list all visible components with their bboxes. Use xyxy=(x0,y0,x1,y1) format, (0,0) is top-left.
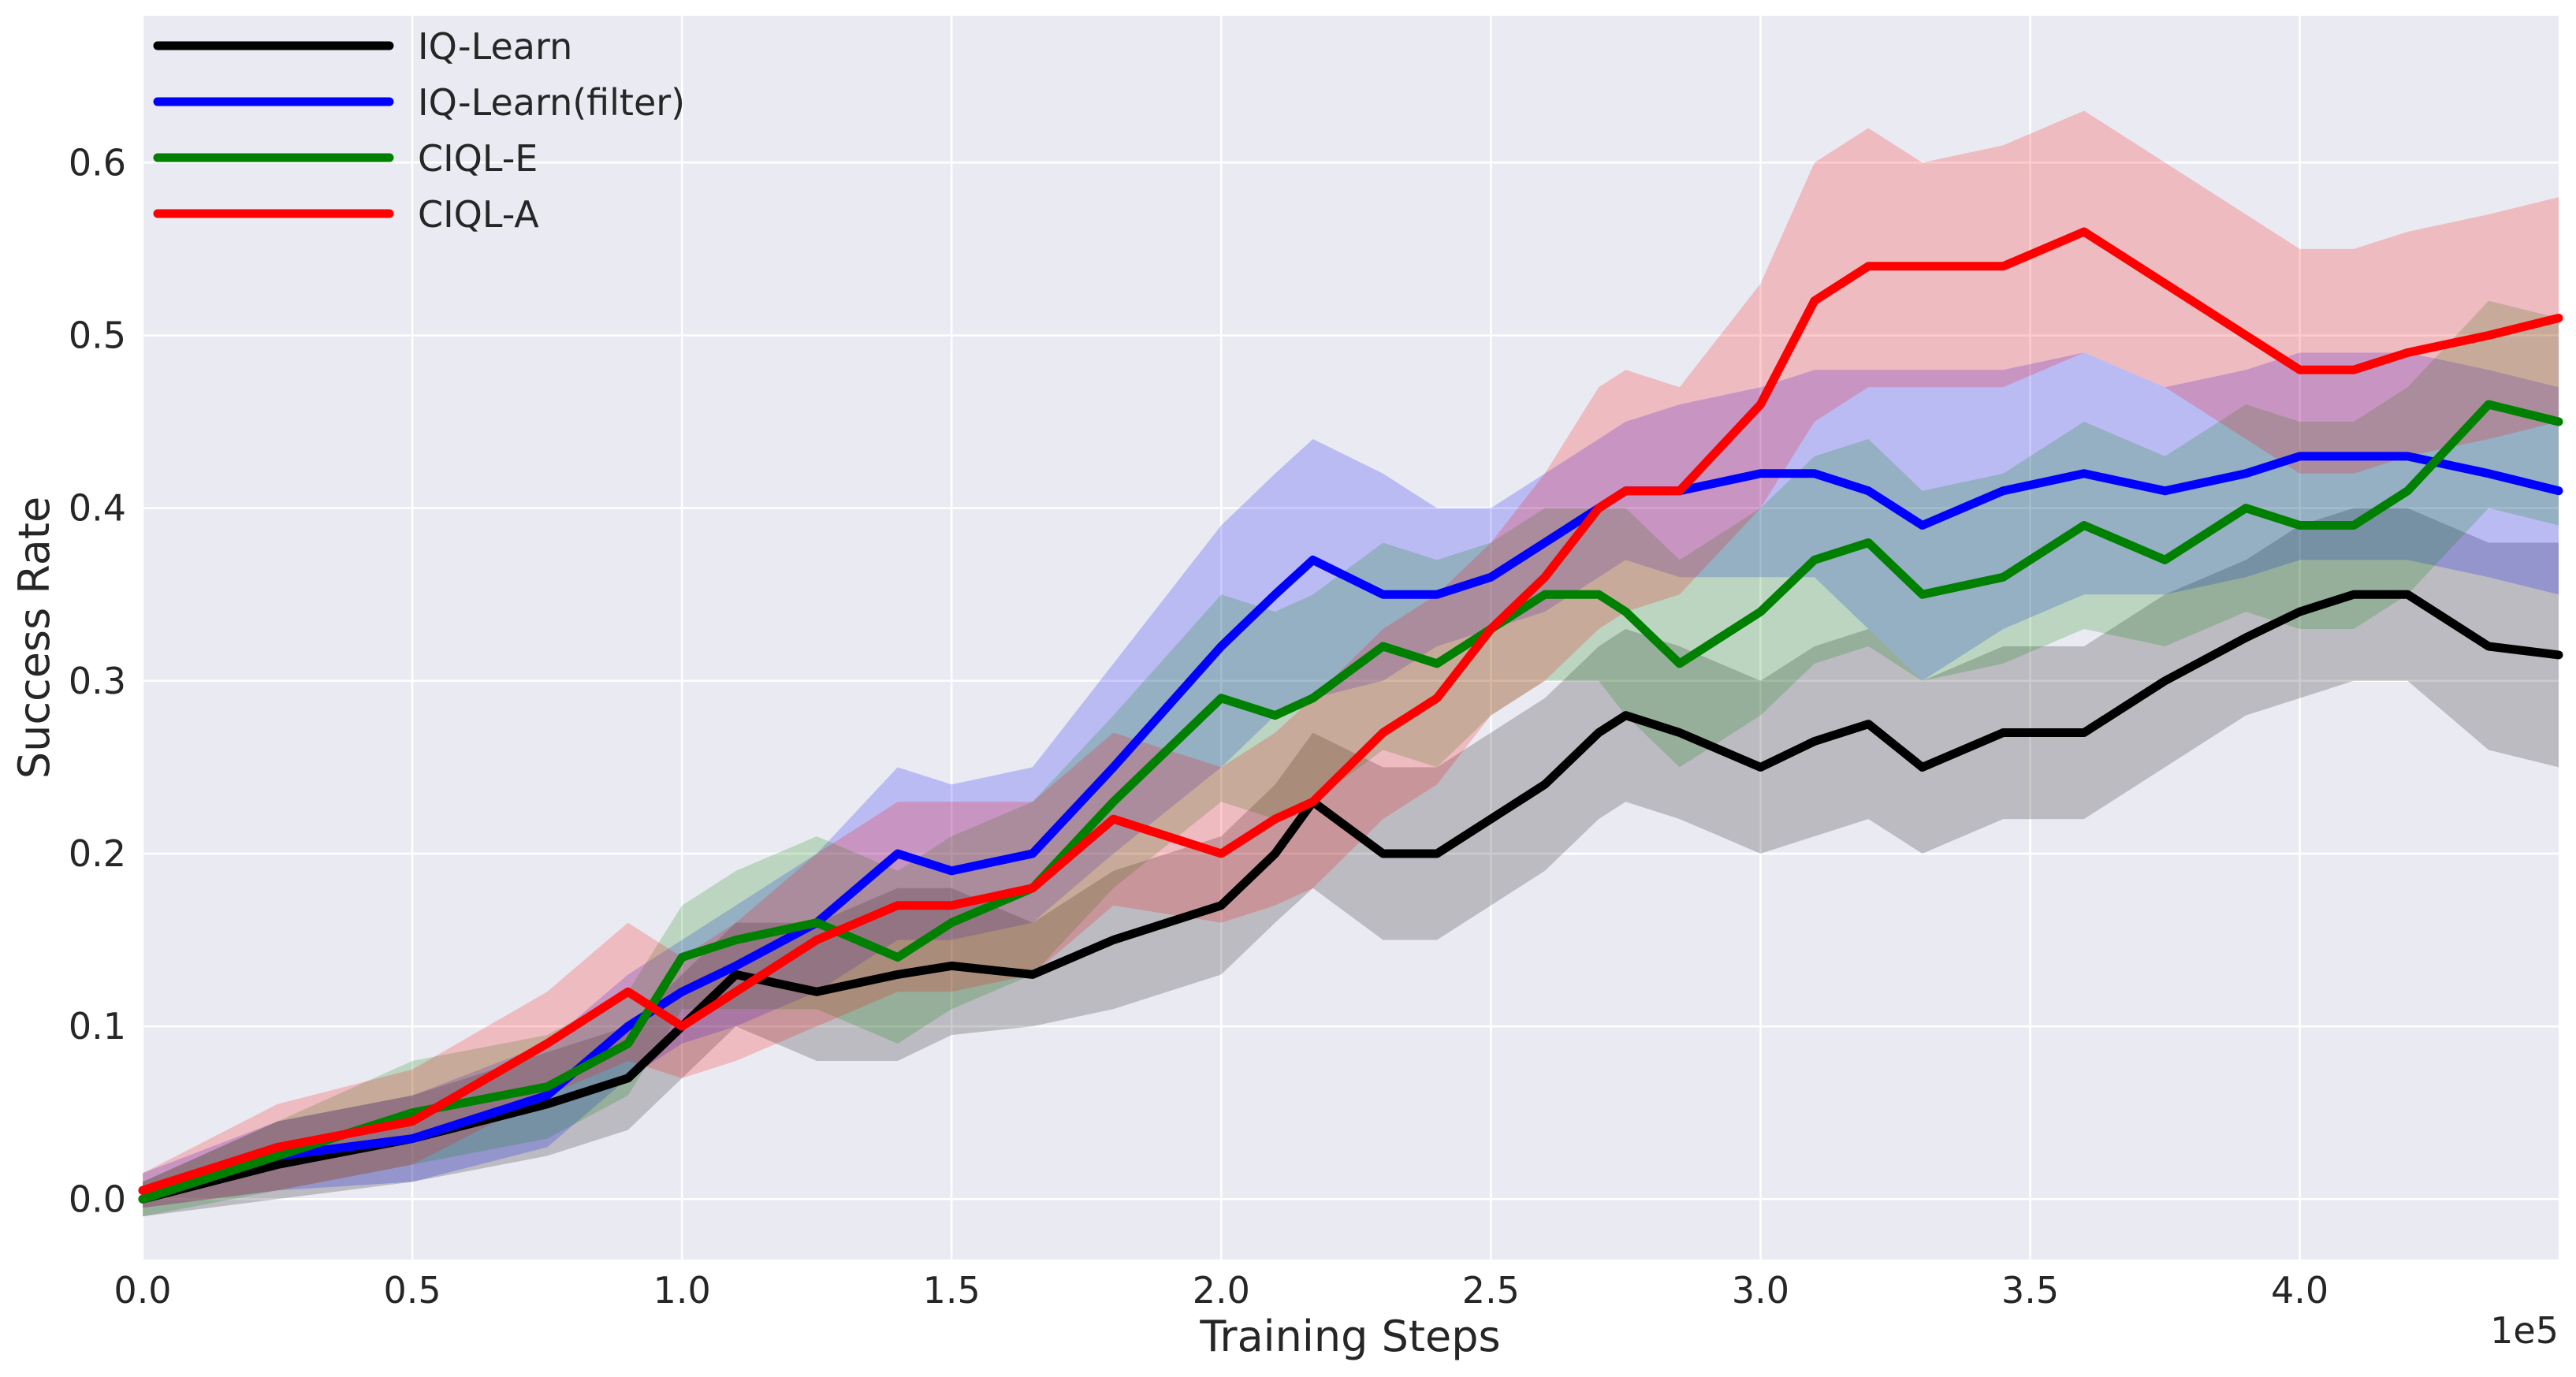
series-lines xyxy=(138,227,2563,1204)
series-line xyxy=(138,452,2563,1195)
y-axis-label: Success Rate xyxy=(9,497,59,779)
plot-background xyxy=(143,16,2559,1260)
legend-label: IQ-Learn(filter) xyxy=(418,81,685,124)
y-tick-label: 0.5 xyxy=(69,314,126,356)
series-line xyxy=(138,227,2563,1195)
grid xyxy=(141,16,2559,1260)
y-tick-label: 0.1 xyxy=(69,1005,126,1048)
x-tick-label: 4.0 xyxy=(2271,1269,2328,1312)
y-tick-label: 0.2 xyxy=(69,832,126,875)
y-tick-labels: 0.0 0.1 0.2 0.3 0.4 0.5 0.6 xyxy=(69,141,126,1220)
x-tick-label: 3.0 xyxy=(1732,1269,1789,1312)
legend-item: IQ-Learn xyxy=(153,25,572,68)
x-axis-multiplier: 1e5 xyxy=(2490,1309,2559,1352)
legend-label: IQ-Learn xyxy=(418,25,572,68)
x-tick-label: 0.0 xyxy=(114,1269,171,1312)
x-tick-label: 3.5 xyxy=(2001,1269,2059,1312)
x-tick-label: 1.0 xyxy=(653,1269,711,1312)
confidence-band xyxy=(143,352,2559,1208)
legend-item: CIQL-A xyxy=(153,193,539,236)
legend-label: CIQL-A xyxy=(418,193,539,236)
confidence-band xyxy=(143,508,2559,1217)
legend-label: CIQL-E xyxy=(418,137,538,180)
x-tick-label: 2.0 xyxy=(1193,1269,1250,1312)
x-axis-label: Training Steps xyxy=(1199,1312,1500,1361)
x-tick-label: 0.5 xyxy=(383,1269,441,1312)
x-tick-label: 2.5 xyxy=(1462,1269,1520,1312)
y-tick-label: 0.3 xyxy=(69,660,126,702)
y-tick-label: 0.4 xyxy=(69,487,126,530)
y-tick-label: 0.0 xyxy=(69,1178,126,1220)
legend: IQ-Learn IQ-Learn(filter) CIQL-E CIQL-A xyxy=(153,25,685,236)
legend-item: IQ-Learn(filter) xyxy=(153,81,685,124)
y-tick-label: 0.6 xyxy=(69,141,126,184)
x-tick-label: 1.5 xyxy=(923,1269,981,1312)
legend-item: CIQL-E xyxy=(153,137,538,180)
series-line xyxy=(138,590,2563,1204)
x-tick-labels: 0.0 0.5 1.0 1.5 2.0 2.5 3.0 3.5 4.0 xyxy=(114,1269,2328,1312)
